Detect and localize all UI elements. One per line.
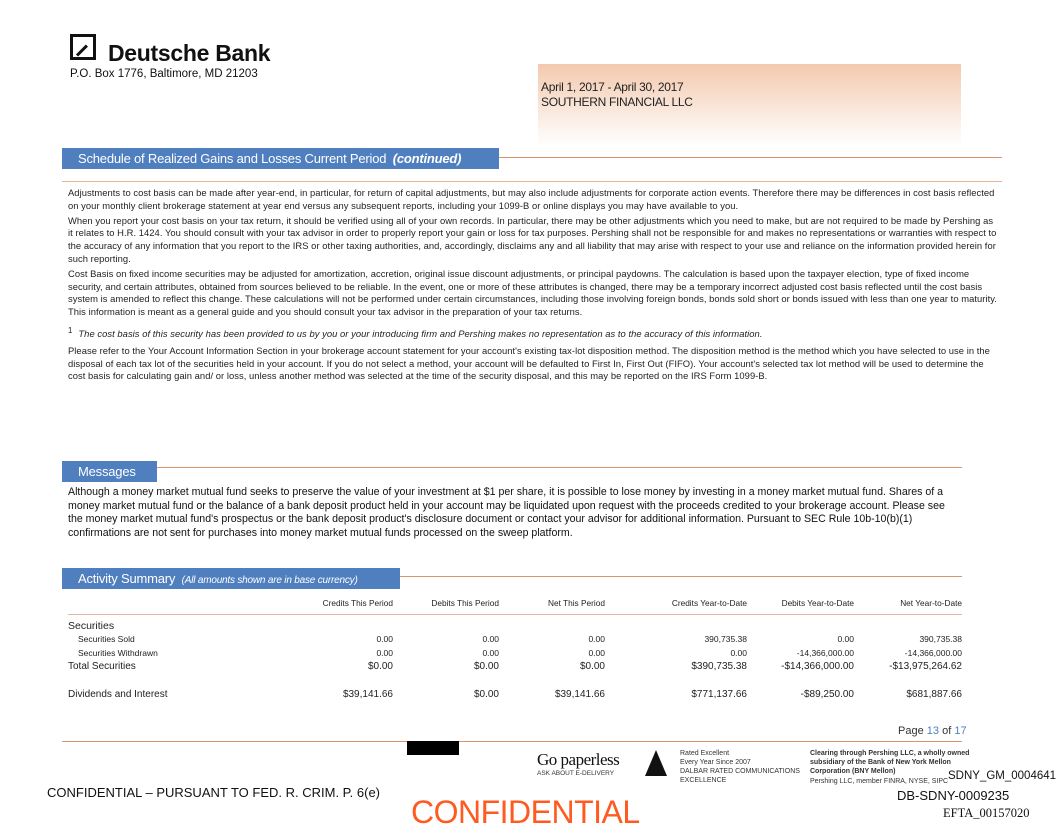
- cell: 0.00: [376, 633, 393, 644]
- section-divider: [499, 157, 1002, 158]
- section-divider: [400, 576, 962, 577]
- column-header: Debits This Period: [431, 598, 499, 608]
- dalbar-line: DALBAR RATED COMMUNICATIONS: [680, 768, 800, 775]
- activity-title: Activity Summary: [78, 571, 176, 586]
- cell: $39,141.66: [554, 689, 605, 700]
- cell: 0.00: [376, 647, 393, 658]
- clearing-disclosure: Clearing through Pershing LLC, a wholly …: [810, 749, 969, 776]
- schedule-title-suffix: (continued): [392, 151, 462, 166]
- page-total: 17: [954, 725, 967, 737]
- dalbar-line: Rated Excellent: [680, 750, 730, 757]
- footnote: The cost basis of this security has been…: [78, 328, 763, 340]
- cell: -$14,366,000.00: [781, 661, 854, 672]
- clearing-line: Corporation (BNY Mellon): [810, 768, 896, 775]
- table-row: Securities Sold 0.00 0.00 0.00 390,735.3…: [68, 632, 962, 646]
- note-paragraph: When you report your cost basis on your …: [68, 214, 997, 264]
- cell: -$89,250.00: [800, 689, 854, 700]
- securities-label: Securities: [68, 619, 115, 632]
- messages-title: Messages: [78, 464, 136, 479]
- efta-number: EFTA_00157020: [943, 806, 1030, 820]
- page-number: Page 13 of 17: [898, 725, 967, 737]
- dalbar-rating: Rated Excellent Every Year Since 2007 DA…: [680, 749, 800, 785]
- column-header: Debits Year-to-Date: [781, 598, 854, 608]
- confidential-stamp: CONFIDENTIAL: [411, 794, 640, 830]
- row-label: Securities Sold: [78, 633, 135, 644]
- bank-address: P.O. Box 1776, Baltimore, MD 21203: [70, 68, 258, 80]
- schedule-notes: Adjustments to cost basis can be made af…: [68, 187, 1000, 385]
- section-divider: [157, 467, 962, 468]
- row-label: Dividends and Interest: [68, 689, 168, 700]
- dalbar-line: EXCELLENCE: [680, 777, 727, 784]
- page-label: Page: [898, 725, 924, 737]
- dalbar-line: Every Year Since 2007: [680, 759, 751, 766]
- cell: $0.00: [367, 661, 393, 672]
- cell: $771,137.66: [691, 689, 747, 700]
- bates-number-sdny: SDNY_GM_00046411: [948, 770, 1056, 782]
- footer-divider: [62, 741, 962, 742]
- statement-period-box: April 1, 2017 - April 30, 2017 SOUTHERN …: [538, 64, 961, 146]
- cell: 0.00: [588, 633, 605, 644]
- messages-section-header: Messages: [62, 461, 157, 482]
- column-header: Credits This Period: [322, 598, 393, 608]
- cell: $39,141.66: [342, 689, 393, 700]
- section-divider: [62, 181, 1002, 182]
- clearing-line: subsidiary of the Bank of New York Mello…: [810, 759, 951, 766]
- total-row: Total Securities $0.00 $0.00 $0.00 $390,…: [68, 660, 962, 674]
- cell: 390,735.38: [704, 633, 747, 644]
- dividends-row: Dividends and Interest $39,141.66 $0.00 …: [68, 688, 962, 702]
- cell: $0.00: [579, 661, 605, 672]
- cell: $390,735.38: [691, 661, 747, 672]
- activity-section-header: Activity Summary (All amounts shown are …: [62, 568, 400, 589]
- activity-summary-table: Credits This Period Debits This Period N…: [68, 598, 962, 702]
- cell: 0.00: [482, 633, 499, 644]
- page-of: of: [942, 725, 952, 737]
- table-row: Securities Withdrawn 0.00 0.00 0.00 0.00…: [68, 646, 962, 660]
- cell: 0.00: [730, 647, 747, 658]
- cell: 0.00: [588, 647, 605, 658]
- schedule-section-header: Schedule of Realized Gains and Losses Cu…: [62, 148, 499, 169]
- column-header: Credits Year-to-Date: [671, 598, 747, 608]
- row-label: Total Securities: [68, 661, 136, 672]
- cell: $681,887.66: [906, 689, 962, 700]
- e-delivery: ASK ABOUT E-DELIVERY: [537, 770, 615, 777]
- cell: 0.00: [482, 647, 499, 658]
- deutsche-bank-logo-icon: [70, 34, 96, 60]
- cell: 390,735.38: [919, 633, 962, 644]
- confidential-notice: CONFIDENTIAL – PURSUANT TO FED. R. CRIM.…: [47, 785, 381, 800]
- redaction-block: [407, 741, 459, 755]
- disposition-paragraph: Please refer to the Your Account Informa…: [68, 344, 990, 382]
- statement-period: April 1, 2017 - April 30, 2017: [541, 80, 684, 94]
- column-header: Net This Period: [547, 598, 605, 608]
- cell: $0.00: [473, 689, 499, 700]
- column-header: Net Year-to-Date: [900, 598, 962, 608]
- bank-name: Deutsche Bank: [108, 40, 271, 66]
- schedule-title: Schedule of Realized Gains and Losses Cu…: [78, 151, 387, 166]
- clearing-line: Clearing through Pershing LLC, a wholly …: [810, 750, 970, 757]
- account-name: SOUTHERN FINANCIAL LLC: [541, 95, 693, 109]
- table-header-row: Credits This Period Debits This Period N…: [68, 598, 962, 615]
- page-current: 13: [926, 725, 940, 737]
- pershing-member: Pershing LLC, member FINRA, NYSE, SIPC: [810, 778, 949, 785]
- cell: -14,366,000.00: [904, 647, 962, 658]
- dalbar-pyramid-icon: [645, 750, 667, 776]
- row-label: Securities Withdrawn: [78, 647, 158, 658]
- go-paperless: Go paperless: [537, 750, 620, 769]
- bates-number-db: DB-SDNY-0009235: [897, 788, 1010, 803]
- cell: 0.00: [837, 633, 854, 644]
- note-paragraph: Adjustments to cost basis can be made af…: [68, 187, 995, 211]
- note-paragraph: Cost Basis on fixed income securities ma…: [68, 267, 997, 318]
- activity-subtitle: (All amounts shown are in base currency): [181, 575, 358, 586]
- cell: $0.00: [473, 661, 499, 672]
- messages-text: Although a money market mutual fund seek…: [68, 486, 945, 539]
- footnote-marker: 1: [68, 325, 73, 335]
- cell: -$13,975,264.62: [889, 661, 962, 672]
- cell: -14,366,000.00: [796, 647, 854, 658]
